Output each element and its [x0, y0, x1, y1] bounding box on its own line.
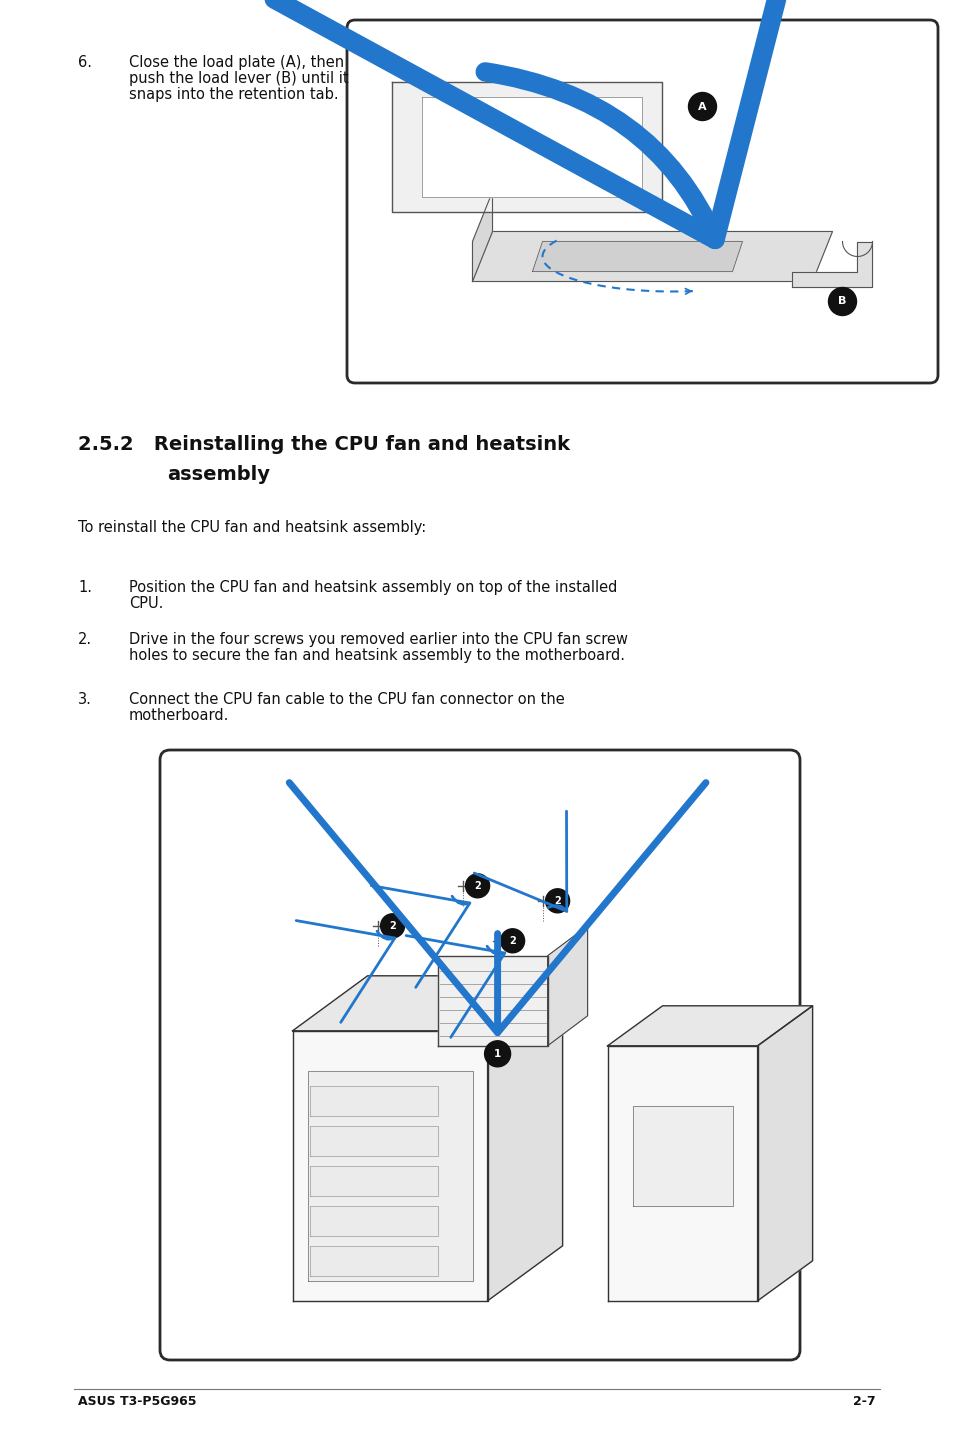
- Text: To reinstall the CPU fan and heatsink assembly:: To reinstall the CPU fan and heatsink as…: [78, 521, 426, 535]
- Circle shape: [465, 874, 489, 897]
- FancyArrowPatch shape: [371, 886, 469, 988]
- Text: 1: 1: [494, 1048, 500, 1058]
- Text: 3.: 3.: [78, 692, 92, 707]
- Text: B: B: [838, 296, 846, 306]
- Text: snaps into the retention tab.: snaps into the retention tab.: [129, 88, 338, 102]
- FancyBboxPatch shape: [160, 751, 800, 1360]
- Polygon shape: [293, 976, 562, 1031]
- Text: 2: 2: [389, 920, 395, 930]
- Polygon shape: [607, 1045, 757, 1301]
- Polygon shape: [437, 956, 547, 1045]
- Polygon shape: [310, 1206, 437, 1235]
- Circle shape: [484, 1041, 510, 1067]
- Polygon shape: [532, 242, 741, 272]
- Text: A: A: [698, 102, 706, 112]
- Polygon shape: [307, 1071, 472, 1281]
- Polygon shape: [607, 1005, 812, 1045]
- Text: 2: 2: [509, 936, 516, 946]
- Polygon shape: [632, 1106, 732, 1206]
- Text: 2: 2: [474, 881, 480, 890]
- Text: 2-7: 2-7: [852, 1395, 875, 1408]
- Polygon shape: [547, 926, 587, 1045]
- Text: 2.5.2   Reinstalling the CPU fan and heatsink: 2.5.2 Reinstalling the CPU fan and heats…: [78, 436, 570, 454]
- FancyArrowPatch shape: [295, 920, 395, 1022]
- Text: Drive in the four screws you removed earlier into the CPU fan screw: Drive in the four screws you removed ear…: [129, 631, 627, 647]
- Polygon shape: [310, 1126, 437, 1156]
- Text: CPU.: CPU.: [129, 595, 163, 611]
- Polygon shape: [757, 1005, 812, 1301]
- Circle shape: [827, 288, 856, 315]
- Text: 6.: 6.: [78, 55, 92, 70]
- Polygon shape: [792, 242, 872, 286]
- Polygon shape: [310, 1166, 437, 1196]
- FancyArrowPatch shape: [406, 936, 504, 1037]
- Text: Position the CPU fan and heatsink assembly on top of the installed: Position the CPU fan and heatsink assemb…: [129, 580, 617, 595]
- FancyBboxPatch shape: [347, 20, 937, 383]
- Text: Close the load plate (A), then: Close the load plate (A), then: [129, 55, 343, 70]
- Text: 2.: 2.: [78, 631, 92, 647]
- Text: push the load lever (B) until it: push the load lever (B) until it: [129, 70, 348, 86]
- Circle shape: [380, 913, 404, 938]
- Polygon shape: [422, 96, 641, 197]
- Polygon shape: [310, 1245, 437, 1276]
- Polygon shape: [487, 976, 562, 1301]
- Circle shape: [500, 929, 524, 953]
- FancyArrowPatch shape: [474, 811, 566, 912]
- Polygon shape: [392, 82, 661, 211]
- Polygon shape: [472, 191, 492, 282]
- Text: Connect the CPU fan cable to the CPU fan connector on the: Connect the CPU fan cable to the CPU fan…: [129, 692, 564, 707]
- Polygon shape: [472, 232, 832, 282]
- Polygon shape: [293, 1031, 487, 1301]
- FancyArrowPatch shape: [289, 782, 705, 1032]
- Text: 1.: 1.: [78, 580, 92, 595]
- Text: motherboard.: motherboard.: [129, 707, 229, 723]
- Text: 2: 2: [554, 896, 560, 906]
- Circle shape: [688, 92, 716, 121]
- Circle shape: [545, 889, 569, 913]
- Polygon shape: [310, 1086, 437, 1116]
- Text: ASUS T3-P5G965: ASUS T3-P5G965: [78, 1395, 196, 1408]
- Text: holes to secure the fan and heatsink assembly to the motherboard.: holes to secure the fan and heatsink ass…: [129, 649, 624, 663]
- Text: assembly: assembly: [167, 464, 270, 485]
- FancyArrowPatch shape: [20, 0, 910, 240]
